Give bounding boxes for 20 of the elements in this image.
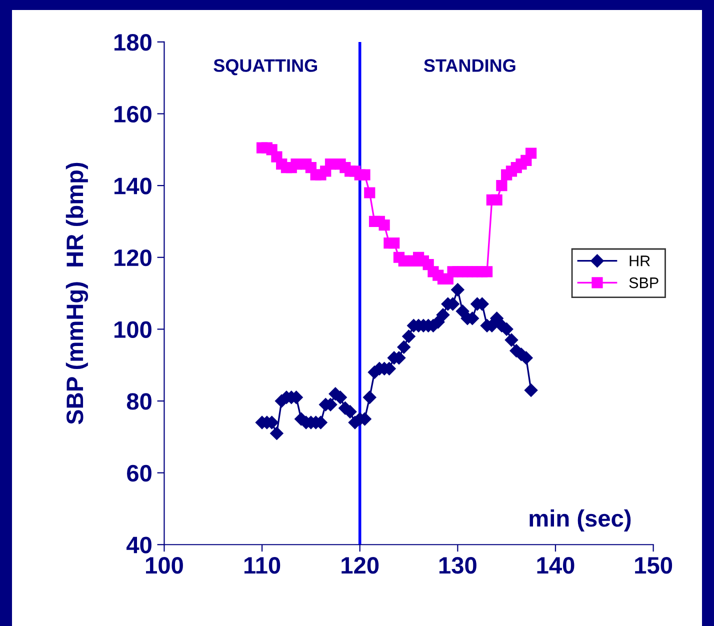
x-tick-label: 120 (342, 557, 379, 574)
x-axis-title: min (sec) (530, 509, 631, 532)
legend-label: SBP (629, 277, 658, 288)
annotation: SQUATTING (214, 59, 317, 76)
y-tick-label: 120 (114, 249, 152, 266)
y-tick-label: 100 (114, 321, 152, 338)
annotation: STANDING (424, 59, 516, 72)
y-tick-label: 40 (126, 536, 152, 554)
y-axis-title: SBP (mmHg) HR (bmp) (66, 162, 88, 424)
x-tick-label: 100 (146, 557, 183, 574)
y-tick-label: 140 (114, 178, 152, 194)
x-tick-label: 110 (244, 557, 280, 574)
y-tick-label: 80 (126, 393, 152, 410)
y-tick-label: 180 (114, 34, 152, 51)
x-tick-label: 150 (635, 557, 672, 574)
y-tick-label: 160 (114, 106, 152, 123)
y-tick-label: 60 (127, 464, 152, 482)
legend-label: HR (630, 256, 650, 266)
x-tick-label: 140 (537, 557, 574, 574)
x-tick-label: 130 (439, 557, 476, 574)
